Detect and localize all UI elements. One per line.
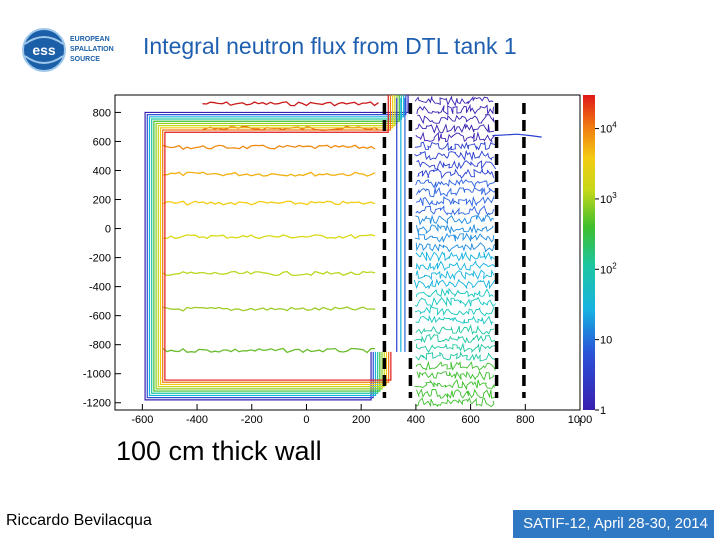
contour-line — [163, 171, 376, 177]
shield-contour — [415, 123, 495, 134]
colorbar-tick-label: 103 — [600, 191, 617, 206]
shield-contour — [146, 95, 407, 399]
shield-contour — [415, 287, 494, 298]
shield-contour — [413, 278, 495, 290]
contour-line — [202, 101, 379, 107]
shield-contour — [415, 214, 494, 226]
x-tick-label: 200 — [352, 414, 370, 426]
y-tick-label: 200 — [93, 195, 111, 207]
y-tick-label: -400 — [89, 282, 111, 294]
shield-contour — [159, 95, 394, 386]
shield-contour — [414, 141, 496, 152]
shield-contour — [417, 168, 495, 179]
shield-contour — [155, 95, 398, 390]
shield-contour — [415, 178, 497, 189]
x-tick-label: 400 — [407, 414, 425, 426]
contour-line — [162, 200, 376, 206]
contour-line — [162, 144, 376, 150]
shield-contour — [416, 186, 496, 198]
shield-contour — [415, 223, 494, 235]
logo-line-3: SOURCE — [70, 56, 100, 63]
x-tick-label: 600 — [461, 414, 479, 426]
contour-line — [163, 234, 376, 240]
x-tick-label: -400 — [186, 414, 208, 426]
y-tick-label: -1200 — [83, 398, 111, 410]
ess-logo: ess EUROPEAN SPALLATION SOURCE — [22, 26, 122, 74]
x-tick-label: 0 — [303, 414, 309, 426]
shield-contour — [414, 379, 495, 391]
shield-contour — [415, 259, 496, 271]
plot-frame — [114, 94, 581, 411]
shield-contour — [148, 95, 405, 397]
logo-mark: ess — [32, 42, 56, 58]
shield-contour — [416, 370, 494, 381]
shield-contour — [416, 388, 495, 400]
shield-contour — [415, 314, 494, 326]
y-tick-label: 400 — [93, 165, 111, 177]
contour-line — [162, 306, 376, 312]
y-tick-label: 600 — [93, 136, 111, 148]
wall-caption: 100 cm thick wall — [116, 436, 322, 466]
y-tick-label: -800 — [89, 340, 111, 352]
shield-contour — [415, 342, 496, 354]
contour-line — [162, 347, 376, 354]
event-label: SATIF-12, April 28-30, 2014 — [523, 515, 708, 532]
shield-contour — [416, 159, 497, 170]
x-tick-label: 800 — [516, 414, 534, 426]
logo-line-2: SPALLATION — [70, 46, 114, 53]
colorbar-tick-label: 10 — [600, 335, 612, 347]
x-tick-label: 1000 — [568, 414, 592, 426]
colorbar — [583, 95, 595, 410]
shield-contour — [414, 232, 495, 243]
shield-contour — [162, 95, 392, 383]
shield-contour — [415, 242, 495, 253]
contour-line — [162, 270, 376, 277]
shield-contour — [414, 96, 494, 107]
shield-contour — [415, 269, 495, 281]
shield-contour — [415, 324, 494, 336]
shield-contour — [151, 95, 403, 394]
y-tick-label: -600 — [89, 311, 111, 323]
y-axis: 800 600 400 200 0 -200 -400 -600 -800 -1000 -1200 — [83, 107, 121, 410]
shield-contour — [415, 250, 495, 263]
colorbar-tick-label: 104 — [600, 121, 617, 136]
shield-contour — [414, 306, 495, 317]
shield-contour — [415, 131, 496, 143]
shield-contour — [157, 95, 396, 388]
shield-contour — [492, 133, 542, 138]
author-name: Riccardo Bevilacqua — [6, 512, 152, 529]
y-tick-label: -1000 — [83, 369, 111, 381]
shield-contour — [415, 205, 495, 216]
shield-contour — [414, 333, 496, 344]
shield-contour — [415, 351, 496, 362]
y-tick-label: 0 — [105, 224, 111, 236]
colorbar-footnote: i — [579, 417, 581, 429]
footer-bar: SATIF-12, April 28-30, 2014 — [513, 510, 714, 538]
shield-contour — [164, 95, 392, 381]
shield-contour — [417, 114, 495, 125]
shield-outline — [144, 95, 542, 408]
wall-markers — [382, 103, 526, 398]
shield-contour — [415, 360, 496, 372]
shield-contour — [414, 296, 496, 308]
x-tick-label: -600 — [131, 414, 153, 426]
shield-contour — [416, 103, 494, 116]
shield-contour — [144, 95, 409, 401]
colorbar-tick-label: 102 — [600, 261, 617, 276]
shield-contour — [416, 397, 495, 408]
colorbar-tick-label: 1 — [600, 405, 606, 417]
shield-contour — [414, 149, 495, 162]
contour-layer — [162, 101, 379, 354]
y-tick-label: -200 — [89, 253, 111, 265]
y-tick-label: 800 — [93, 107, 111, 119]
shield-contour — [153, 95, 400, 392]
logo-line-1: EUROPEAN — [70, 36, 110, 43]
slide-title: Integral neutron flux from DTL tank 1 — [143, 33, 517, 59]
x-axis: -600 -400 -200 0 200 400 600 800 1000 — [131, 404, 592, 426]
x-tick-label: -200 — [241, 414, 263, 426]
shield-contour — [415, 195, 495, 208]
